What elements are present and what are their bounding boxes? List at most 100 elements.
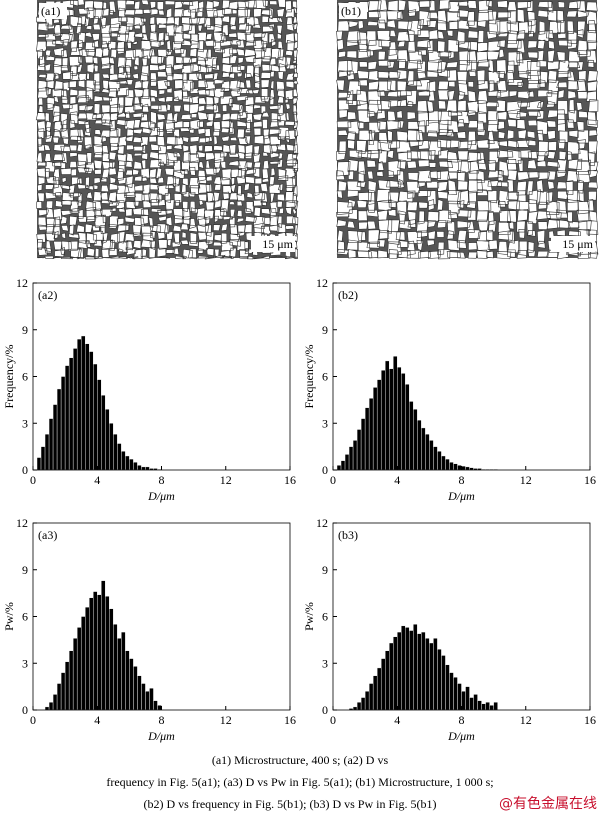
histogram-bar	[421, 427, 426, 471]
x-tick-label: 8	[459, 473, 465, 487]
histogram-bar	[449, 462, 454, 471]
x-tick-label: 0	[330, 473, 336, 487]
x-axis-label: D/μm	[147, 729, 175, 743]
histogram-bar	[417, 633, 422, 711]
histogram-bar	[397, 631, 402, 711]
histogram-bar	[40, 446, 46, 471]
histogram-bar	[441, 655, 446, 711]
histogram-bar	[121, 631, 126, 711]
histogram-bar	[76, 627, 82, 711]
x-axis-label: D/μm	[147, 489, 175, 503]
watermark: @有色金属在线	[499, 795, 597, 812]
histogram-bar	[80, 616, 86, 711]
histogram-bar	[453, 677, 458, 711]
caption-line: frequency in Fig. 5(a1); (a3) D vs Pw in…	[106, 775, 493, 789]
histogram-bar	[121, 451, 126, 471]
x-tick-label: 0	[30, 713, 36, 727]
histogram-bar	[364, 691, 370, 711]
y-axis-label: Pw/%	[302, 602, 316, 631]
histogram-bar	[380, 370, 386, 471]
y-tick-label: 6	[322, 610, 328, 624]
x-tick-label: 4	[94, 713, 100, 727]
histogram-bar	[89, 597, 94, 711]
x-tick-label: 16	[284, 473, 296, 487]
histogram-bar	[376, 379, 382, 471]
histogram-bar	[145, 466, 150, 471]
y-tick-label: 9	[322, 563, 328, 577]
y-tick-label: 6	[22, 610, 28, 624]
histogram-bar	[109, 423, 114, 471]
histogram-bar	[97, 379, 102, 471]
histogram-bar	[405, 384, 410, 471]
histogram-bar	[425, 433, 430, 471]
histogram-bar	[465, 686, 470, 711]
histogram-bar	[360, 418, 366, 471]
histogram-bar	[461, 465, 466, 471]
y-axis-label: Pw/%	[2, 602, 16, 631]
histogram-bar	[141, 683, 146, 711]
y-tick-label: 6	[22, 370, 28, 384]
histogram-bar	[413, 409, 418, 471]
histogram-bar	[68, 650, 74, 711]
x-tick-label: 0	[330, 713, 336, 727]
x-tick-label: 12	[520, 473, 532, 487]
y-tick-label: 9	[22, 563, 28, 577]
y-tick-label: 6	[322, 370, 328, 384]
histogram-bar	[445, 664, 450, 711]
histogram-bar	[405, 627, 410, 711]
histogram-bar	[336, 465, 342, 471]
x-tick-label: 8	[159, 473, 165, 487]
histogram-bar	[97, 594, 102, 711]
x-axis-label: D/μm	[447, 729, 475, 743]
histogram-bar	[133, 666, 138, 711]
histogram-bar	[413, 624, 418, 711]
histogram-bar	[429, 440, 434, 471]
histogram-bar	[93, 363, 98, 471]
histogram-bar	[145, 691, 150, 711]
histogram-bar	[113, 433, 118, 471]
histogram-bar	[348, 446, 354, 471]
histogram-bar	[133, 462, 138, 471]
histogram-bar	[445, 458, 450, 471]
histogram-bar	[117, 638, 122, 711]
histogram-bar	[93, 591, 98, 711]
panel-label: (b1)	[341, 4, 361, 18]
histogram-bar	[56, 388, 62, 471]
x-tick-label: 12	[220, 473, 232, 487]
histogram-bar	[105, 409, 110, 471]
histogram-bar	[356, 702, 362, 711]
histogram-bar	[141, 466, 146, 471]
y-axis-label: Frequency/%	[302, 345, 316, 409]
y-tick-label: 0	[22, 703, 28, 717]
y-tick-label: 0	[322, 703, 328, 717]
histogram-bar	[425, 638, 430, 711]
label-bg	[251, 236, 295, 252]
panel-label: (b3)	[338, 528, 358, 542]
histogram-bar	[113, 624, 118, 711]
x-axis-label: D/μm	[447, 489, 475, 503]
x-tick-label: 4	[394, 713, 400, 727]
histogram-bar	[48, 418, 54, 471]
x-tick-label: 12	[520, 713, 532, 727]
histogram-bar	[372, 675, 378, 711]
histogram-bar	[352, 706, 358, 711]
histogram-bar	[485, 702, 490, 711]
x-tick-label: 8	[459, 713, 465, 727]
histogram-bar	[72, 348, 78, 471]
histogram-bar	[125, 455, 130, 471]
panel-label: (a2)	[38, 288, 57, 302]
y-tick-label: 3	[322, 656, 328, 670]
x-tick-label: 16	[284, 713, 296, 727]
panel-label: (a1)	[41, 4, 60, 18]
histogram-bar	[409, 630, 414, 711]
plot-frame	[332, 522, 591, 711]
histogram-bar	[157, 705, 162, 711]
histogram-bar	[360, 697, 366, 711]
label-bg	[39, 3, 67, 19]
scale-bar-label: 15 μm	[562, 237, 593, 251]
y-tick-label: 3	[322, 416, 328, 430]
histogram-bar	[368, 683, 374, 711]
histogram-bar	[368, 398, 374, 471]
x-tick-label: 4	[394, 473, 400, 487]
